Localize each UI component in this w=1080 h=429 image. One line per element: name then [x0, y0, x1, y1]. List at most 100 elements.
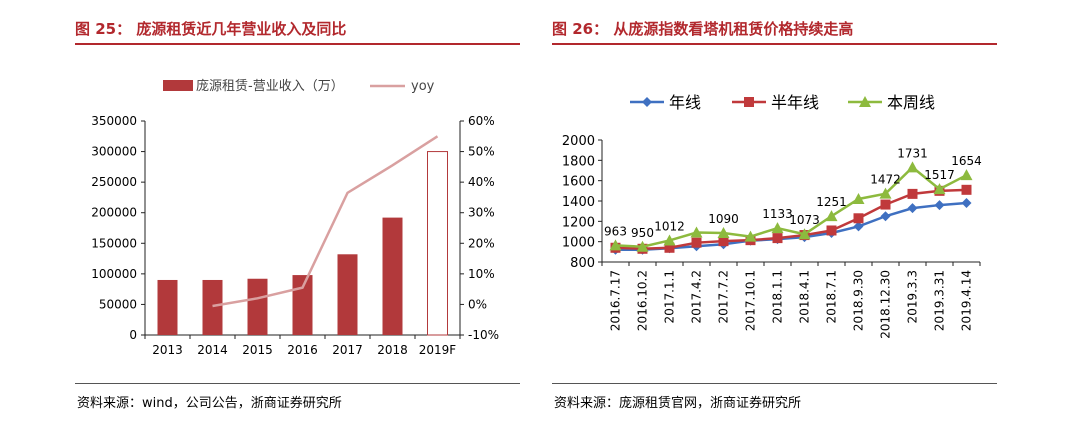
- legend-marker-year-line: [642, 97, 652, 107]
- left-y-tick-label: 350000: [91, 114, 137, 128]
- legend-label-week-line: 本周线: [887, 93, 935, 112]
- y-tick-label: 1800: [562, 154, 595, 169]
- week-line-marker: [690, 226, 703, 238]
- x-tick-label: 2018.1.1: [771, 270, 785, 323]
- data-label: 1251: [816, 195, 847, 209]
- data-label: 1133: [762, 207, 793, 221]
- y-tick-label: 800: [570, 256, 595, 271]
- year-line-marker: [934, 200, 945, 211]
- half-year-line-marker: [664, 242, 675, 253]
- x-tick-label: 2018: [377, 343, 408, 357]
- figure-25-panel: 图 25： 庞源租赁近几年营业收入及同比 0 50000 100000 150000 2…: [75, 0, 545, 429]
- right-y-tick-label: 20%: [468, 236, 495, 250]
- right-y-tick-label: 60%: [468, 114, 495, 128]
- y-tick-label: 2000: [562, 134, 595, 149]
- x-tick-label: 2016: [287, 343, 318, 357]
- yoy-line: [212, 135, 439, 308]
- y-tick-label: 1000: [562, 236, 595, 251]
- revenue-bar-forecast: [427, 151, 448, 336]
- half-year-line-marker: [826, 225, 837, 236]
- pangyuan-index-chart: 800 1000 1200 1400 1600 1800 2000 2016.7.17 2016…: [562, 93, 982, 339]
- right-y-tick-label: 40%: [468, 175, 495, 189]
- legend-label-half-year-line: 半年线: [771, 93, 819, 112]
- x-tick-label: 2018.12.30: [879, 270, 893, 339]
- revenue-bar: [157, 279, 178, 335]
- half-year-line-marker: [853, 213, 864, 224]
- week-line-marker: [663, 234, 676, 246]
- left-y-tick-label: 150000: [91, 236, 137, 250]
- revenue-bar: [247, 278, 268, 335]
- x-tick-label: 2019.4.14: [960, 270, 974, 331]
- y-tick-label: 1400: [562, 195, 595, 210]
- right-y-tick-label: 50%: [468, 145, 495, 159]
- data-label: 963: [604, 224, 627, 238]
- year-line-marker: [961, 198, 972, 209]
- x-tick-label: 2019F: [419, 343, 457, 357]
- legend-marker-week-line: [859, 96, 871, 107]
- legend-marker-half-year-line: [744, 97, 754, 107]
- week-line-marker: [852, 192, 865, 204]
- data-label: 1012: [654, 219, 685, 233]
- x-tick-label: 2018.7.1: [825, 270, 839, 323]
- year-line-marker: [853, 221, 864, 232]
- y-tick-label: 1200: [562, 215, 595, 230]
- half-year-line-marker: [691, 237, 702, 248]
- year-line-marker: [880, 211, 891, 222]
- week-line-marker: [798, 228, 811, 240]
- revenue-bar: [292, 275, 313, 335]
- half-year-line-marker: [772, 233, 783, 244]
- week-line-marker: [906, 161, 919, 173]
- figure-25-source: 资料来源：wind，公司公告，浙商证券研究所: [77, 396, 342, 411]
- figure-25-title-rule: [75, 43, 520, 45]
- revenue-yoy-chart: 0 50000 100000 150000 200000 250000 300000 3500…: [91, 78, 499, 357]
- figure-26-source: 资料来源：庞源租赁官网，浙商证券研究所: [554, 396, 802, 411]
- x-tick-label: 2013: [152, 343, 183, 357]
- x-tick-label: 2017.4.2: [690, 270, 704, 323]
- x-tick-label: 2016.10.2: [636, 270, 650, 331]
- left-y-tick-label: 50000: [99, 297, 137, 311]
- left-y-tick-label: 100000: [91, 267, 137, 281]
- right-y-tick-label: -10%: [468, 328, 499, 342]
- data-label: 1731: [897, 146, 928, 160]
- legend-swatch-revenue: [163, 80, 193, 91]
- legend-label-revenue: 庞源租赁-营业收入（万）: [196, 78, 344, 94]
- figure-26-title: 图 26： 从庞源指数看塔机租赁价格持续走高: [552, 20, 854, 38]
- x-tick-label: 2018.4.1: [798, 270, 812, 323]
- data-label: 1090: [708, 212, 739, 226]
- legend-label-yoy: yoy: [411, 79, 435, 94]
- x-tick-label: 2019.3.3: [906, 270, 920, 323]
- x-tick-label: 2019.3.31: [933, 270, 947, 331]
- revenue-bar: [382, 217, 403, 335]
- week-line-marker: [825, 210, 838, 222]
- half-year-line-marker: [718, 236, 729, 247]
- half-year-line-marker: [880, 199, 891, 210]
- figure-25-source-rule: [75, 383, 520, 384]
- figure-26-panel: 图 26： 从庞源指数看塔机租赁价格持续走高 800 1000 1200 1400 16…: [552, 0, 1022, 429]
- legend-label-year-line: 年线: [669, 93, 701, 112]
- x-tick-label: 2016.7.17: [609, 270, 623, 331]
- figure-25-title: 图 25： 庞源租赁近几年营业收入及同比: [75, 20, 347, 38]
- y-tick-label: 1600: [562, 175, 595, 190]
- right-y-tick-label: 0%: [468, 297, 487, 311]
- figure-26-title-rule: [552, 43, 997, 45]
- x-tick-label: 2018.9.30: [852, 270, 866, 331]
- x-tick-label: 2017.1.1: [663, 270, 677, 323]
- week-line-marker: [636, 240, 649, 252]
- figure-26-source-rule: [552, 383, 997, 384]
- left-y-tick-label: 300000: [91, 145, 137, 159]
- x-tick-label: 2014: [197, 343, 228, 357]
- week-line-marker: [744, 230, 757, 242]
- week-line-marker: [879, 187, 892, 199]
- revenue-bar: [337, 254, 358, 335]
- data-label: 950: [631, 226, 654, 240]
- data-label: 1073: [789, 213, 820, 227]
- right-y-tick-label: 10%: [468, 267, 495, 281]
- revenue-bar: [202, 279, 223, 335]
- data-label: 1654: [951, 154, 982, 168]
- week-line-marker: [933, 183, 946, 195]
- week-line-marker: [609, 239, 622, 251]
- x-tick-label: 2017.7.2: [717, 270, 731, 323]
- right-y-tick-label: 30%: [468, 206, 495, 220]
- year-line-marker: [907, 203, 918, 214]
- left-y-tick-label: 250000: [91, 175, 137, 189]
